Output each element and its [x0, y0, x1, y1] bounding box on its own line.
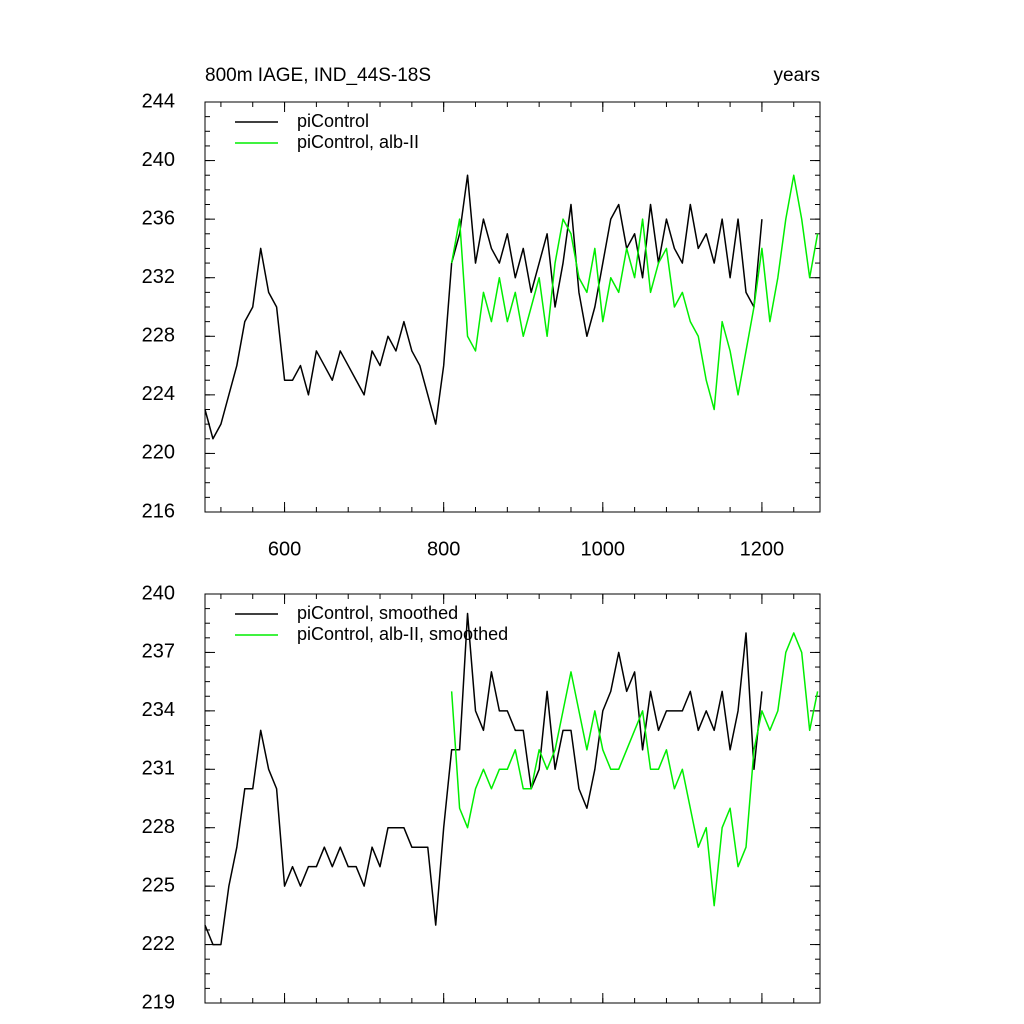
chart-units: years [774, 65, 820, 86]
x-tick-label: 800 [427, 538, 460, 560]
y-tick-label: 231 [142, 758, 175, 780]
y-tick-label: 219 [142, 991, 175, 1013]
y-tick-label: 244 [142, 90, 175, 112]
data-line [450, 632, 819, 907]
y-tick-label: 225 [142, 874, 175, 896]
y-tick-label: 240 [142, 149, 175, 171]
plot-frame [204, 593, 821, 1004]
y-tick-label: 232 [142, 266, 175, 288]
x-tick-label: 600 [268, 538, 301, 560]
y-tick-label: 222 [142, 933, 175, 955]
y-tick-label: 237 [142, 641, 175, 663]
legend-label: piControl, alb-II, smoothed [297, 624, 508, 644]
plot-frame [204, 101, 821, 513]
legend-label: piControl, smoothed [297, 603, 458, 623]
y-tick-label: 220 [142, 442, 175, 464]
chart-title: 800m IAGE, IND_44S-18S [205, 65, 431, 86]
legend-label: piControl [297, 111, 369, 131]
y-tick-label: 236 [142, 207, 175, 229]
data-line [204, 174, 763, 440]
y-tick-label: 234 [142, 699, 175, 721]
y-tick-label: 228 [142, 816, 175, 838]
y-tick-label: 228 [142, 325, 175, 347]
x-tick-label: 1000 [581, 538, 626, 560]
data-line [204, 612, 763, 946]
y-tick-label: 224 [142, 383, 175, 405]
x-tick-label: 1200 [740, 538, 785, 560]
legend-label: piControl, alb-II [297, 132, 419, 152]
y-tick-label: 240 [142, 582, 175, 604]
data-line [450, 174, 819, 411]
y-tick-label: 216 [142, 500, 175, 522]
